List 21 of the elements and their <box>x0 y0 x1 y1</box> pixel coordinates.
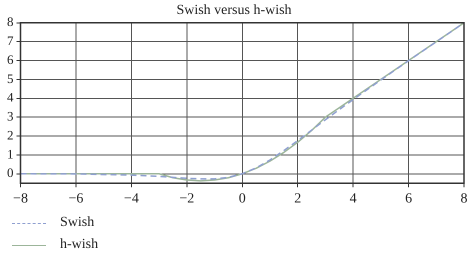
y-tick-label: 6 <box>7 52 14 67</box>
y-tick-label: 5 <box>7 70 14 86</box>
x-tick-label: −2 <box>179 191 194 206</box>
x-tick-label: −4 <box>124 191 139 206</box>
y-tick-label: 0 <box>7 165 14 180</box>
y-tick-label: 1 <box>7 146 14 162</box>
legend-label: Swish <box>60 215 94 231</box>
x-tick-label: 4 <box>350 191 357 206</box>
x-tick-label: 6 <box>405 191 412 206</box>
x-tick-label: 0 <box>238 191 246 206</box>
y-tick-label: 7 <box>7 33 14 48</box>
y-tick-label: 8 <box>7 14 14 30</box>
legend-label: h-wish <box>60 237 98 253</box>
chart-title: Swish versus h-wish <box>176 3 292 18</box>
x-tick-label: −8 <box>13 191 28 206</box>
x-tick-label: 2 <box>294 191 302 206</box>
x-tick-label: −6 <box>68 191 84 206</box>
y-tick-label: 3 <box>7 108 14 124</box>
y-tick-label: 4 <box>7 90 14 105</box>
x-tick-label: 8 <box>460 191 468 206</box>
y-tick-label: 2 <box>7 127 14 142</box>
